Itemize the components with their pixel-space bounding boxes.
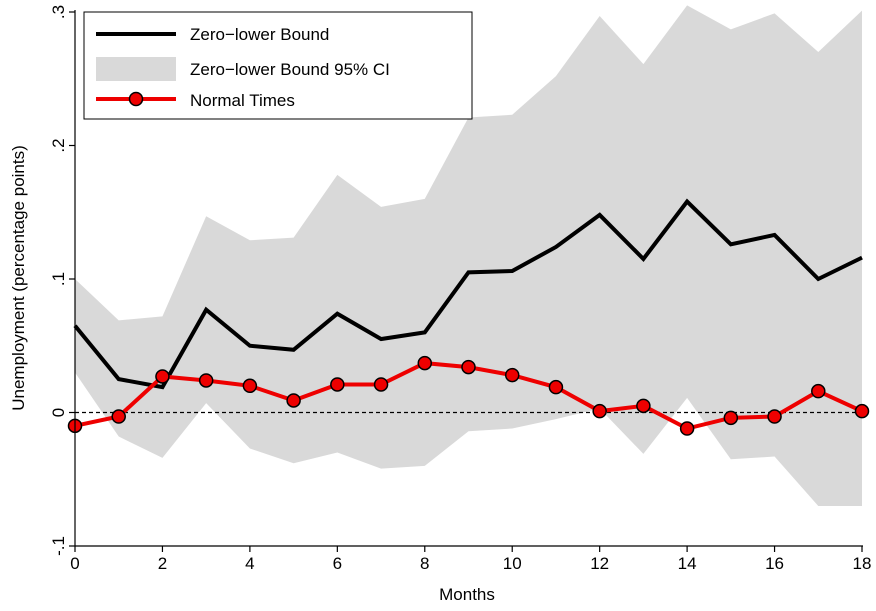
normal-times-point	[767, 409, 782, 424]
normal-times-point	[723, 410, 739, 426]
x-tick-label: 0	[70, 554, 79, 573]
x-tick-label: 2	[158, 554, 167, 573]
x-tick-label: 18	[853, 554, 872, 573]
x-tick-label: 4	[245, 554, 254, 573]
legend-swatch-ci-band	[96, 57, 176, 81]
x-axis-title: Months	[439, 585, 495, 604]
x-tick-label: 6	[333, 554, 342, 573]
normal-times-point	[373, 377, 389, 392]
normal-times-point	[330, 377, 345, 392]
normal-times-point	[111, 409, 126, 424]
normal-times-point	[592, 403, 607, 419]
normal-times-point	[811, 383, 826, 399]
ci-band	[75, 5, 862, 506]
markers-layer	[67, 355, 870, 436]
normal-times-point	[504, 367, 520, 383]
normal-times-point	[636, 398, 651, 414]
normal-times-point	[854, 403, 870, 419]
y-tick-label: .2	[49, 138, 68, 152]
x-tick-label: 10	[503, 554, 522, 573]
y-tick-label: .1	[49, 272, 68, 286]
ci-band-layer	[75, 5, 862, 506]
axes-layer: -.10.1.2.30 2 4 6 8 10 12 14 16 18	[49, 5, 871, 573]
y-tick-label: 0	[49, 408, 68, 417]
y-tick-label: -.1	[49, 536, 68, 556]
normal-times-point	[461, 359, 476, 375]
x-tick-label: 8	[420, 554, 429, 573]
legend-label-zlb: Zero−lower Bound	[190, 25, 329, 44]
normal-times-point	[679, 421, 695, 436]
normal-times-point	[286, 393, 301, 408]
series-line-zero-lower-bound	[73, 198, 863, 390]
normal-times-point	[198, 373, 214, 388]
y-axis-title: Unemployment (percentage points)	[9, 145, 28, 411]
legend: Zero−lower Bound Zero−lower Bound 95% CI…	[83, 11, 473, 120]
normal-times-point	[242, 378, 258, 394]
legend-label-ci: Zero−lower Bound 95% CI	[190, 60, 390, 79]
x-tick-label: 12	[590, 554, 609, 573]
x-tick-label: 16	[765, 554, 784, 573]
normal-times-point	[548, 379, 564, 395]
legend-swatch-normal-marker	[128, 91, 144, 107]
legend-label-normal: Normal Times	[190, 91, 295, 110]
y-tick-label: .3	[49, 5, 68, 19]
x-tick-label: 14	[678, 554, 697, 573]
normal-times-point	[417, 355, 433, 371]
normal-times-point	[155, 369, 170, 384]
